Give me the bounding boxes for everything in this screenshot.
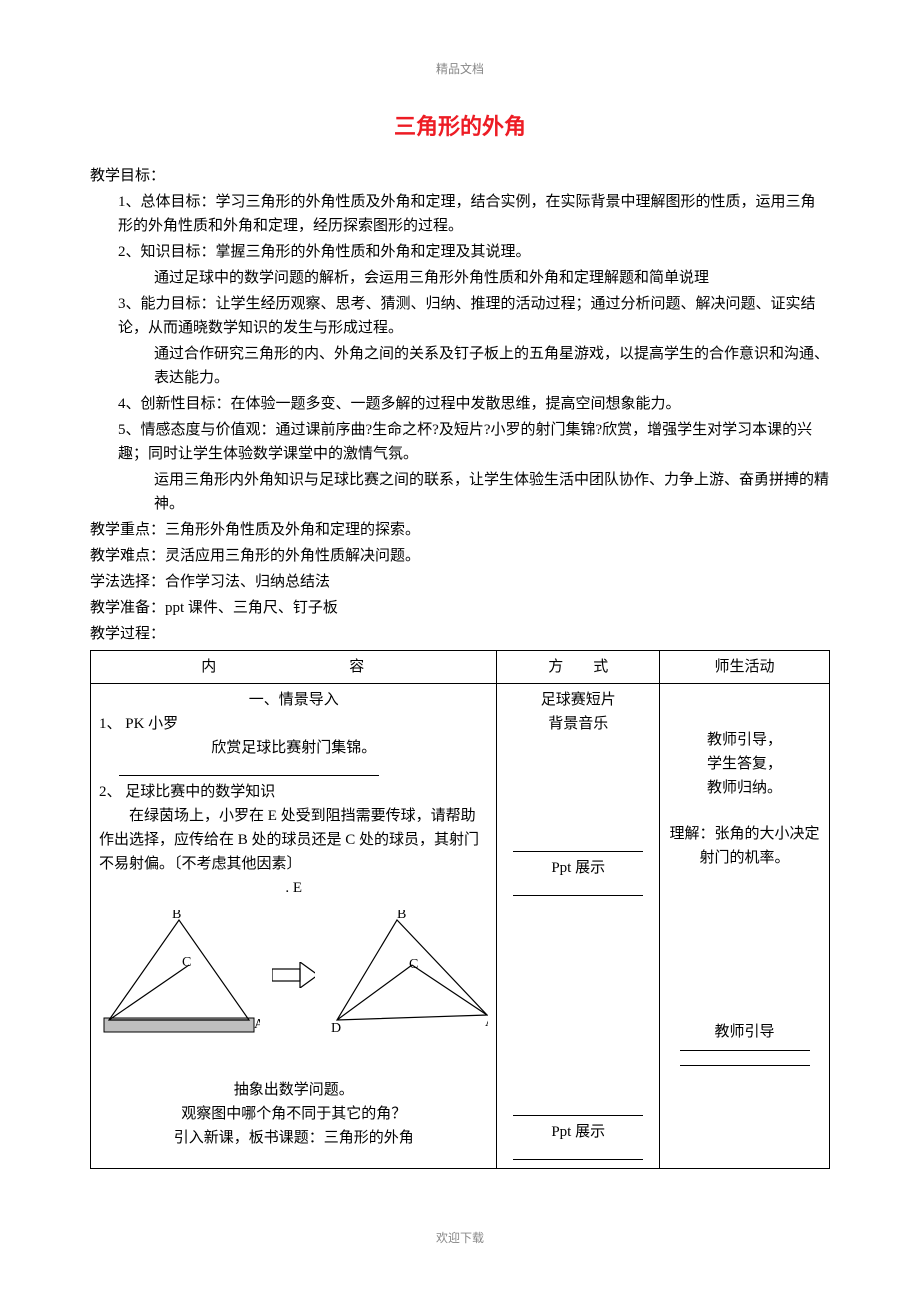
method: 学法选择：合作学习法、归纳总结法	[90, 570, 830, 594]
bottom-text-2: 观察图中哪个角不同于其它的角？	[99, 1102, 488, 1126]
inner-line	[109, 965, 189, 1020]
goal-3: 3、能力目标：让学生经历观察、思考、猜测、归纳、推理的活动过程；通过分析问题、解…	[90, 292, 830, 340]
point-e-label: . E	[99, 876, 488, 900]
bottom-text-3: 引入新课，板书课题：三角形的外角	[99, 1126, 488, 1150]
activity-text-5: 教师引导	[668, 1020, 821, 1044]
label-a: A	[254, 1017, 260, 1032]
content-cell: 一、情景导入 1、 PK 小罗 欣赏足球比赛射门集锦。 2、 足球比赛中的数学知…	[91, 684, 497, 1169]
footer-watermark: 欢迎下载	[90, 1229, 830, 1248]
underline-divider	[119, 764, 379, 776]
label-a2: A	[485, 1015, 488, 1030]
goal-2: 2、知识目标：掌握三角形的外角性质和外角和定理及其说理。	[90, 240, 830, 264]
item2: 2、 足球比赛中的数学知识	[99, 780, 488, 804]
method-cell: 足球赛短片 背景音乐 Ppt 展示 Ppt 展示	[497, 684, 660, 1169]
label-c: C	[182, 955, 191, 970]
goal-4: 4、创新性目标：在体验一题多变、一题多解的过程中发散思维，提高空间想象能力。	[90, 392, 830, 416]
label-c2: C	[409, 957, 418, 972]
activity-text-4: 理解：张角的大小决定射门的机率。	[668, 822, 821, 870]
activity-underline	[680, 1050, 810, 1066]
item1: 1、 PK 小罗	[99, 712, 488, 736]
method-text-1: 足球赛短片	[505, 688, 651, 712]
activity-cell: 教师引导， 学生答复， 教师归纳。 理解：张角的大小决定射门的机率。 教师引导	[660, 684, 830, 1169]
goal-2-sub: 通过足球中的数学问题的解析，会运用三角形外角性质和外角和定理解题和简单说理	[90, 266, 830, 290]
method-underline-2	[513, 884, 643, 896]
key-point: 教学重点：三角形外角性质及外角和定理的探索。	[90, 518, 830, 542]
method-text-3: Ppt 展示	[505, 856, 651, 880]
goal-3-sub: 通过合作研究三角形的内、外角之间的关系及钉子板上的五角星游戏，以提高学生的合作意…	[90, 342, 830, 390]
bottom-text-1: 抽象出数学问题。	[99, 1078, 488, 1102]
prepare: 教学准备：ppt 课件、三角尺、钉子板	[90, 596, 830, 620]
triangle-diagram-1: B C A	[99, 910, 260, 1040]
goal-5: 5、情感态度与价值观：通过课前序曲?生命之杯?及短片?小罗的射门集锦?欣赏，增强…	[90, 418, 830, 466]
method-text-4: Ppt 展示	[505, 1120, 651, 1144]
process-label: 教学过程：	[90, 622, 830, 646]
triangle-diagram-2: B C D A	[327, 910, 488, 1040]
activity-text-3: 教师归纳。	[668, 776, 821, 800]
item1-desc: 欣赏足球比赛射门集锦。	[99, 736, 488, 760]
activity-text-2: 学生答复，	[668, 752, 821, 776]
method-underline-4	[513, 1148, 643, 1160]
goal-5-sub: 运用三角形内外角知识与足球比赛之间的联系，让学生体验生活中团队协作、力争上游、奋…	[90, 468, 830, 516]
label-d: D	[331, 1021, 341, 1036]
table-header-row: 内 容 方 式 师生活动	[91, 651, 830, 684]
col-header-method: 方 式	[497, 651, 660, 684]
lesson-plan-table: 内 容 方 式 师生活动 一、情景导入 1、 PK 小罗 欣赏足球比赛射门集锦。…	[90, 650, 830, 1169]
method-underline-3	[513, 1104, 643, 1116]
label-b: B	[172, 910, 181, 922]
triangle-diagram-row: B C A B C D A	[99, 910, 488, 1040]
method-text-2: 背景音乐	[505, 712, 651, 736]
goals-label: 教学目标：	[90, 164, 830, 188]
inner-line-2b	[412, 965, 487, 1015]
method-underline-1	[513, 840, 643, 852]
document-title: 三角形的外角	[90, 109, 830, 144]
col-header-activity: 师生活动	[660, 651, 830, 684]
goal-1: 1、总体目标：学习三角形的外角性质及外角和定理，结合实例，在实际背景中理解图形的…	[90, 190, 830, 238]
difficulty: 教学难点：灵活应用三角形的外角性质解决问题。	[90, 544, 830, 568]
table-body-row: 一、情景导入 1、 PK 小罗 欣赏足球比赛射门集锦。 2、 足球比赛中的数学知…	[91, 684, 830, 1169]
header-watermark: 精品文档	[90, 60, 830, 79]
section1-title: 一、情景导入	[99, 688, 488, 712]
activity-text-1: 教师引导，	[668, 728, 821, 752]
label-b2: B	[397, 910, 406, 922]
arrow-icon	[272, 962, 316, 988]
col-header-content: 内 容	[91, 651, 497, 684]
item2-desc1: 在绿茵场上，小罗在 E 处受到阻挡需要传球，请帮助作出选择，应传给在 B 处的球…	[99, 804, 488, 876]
inner-line-2a	[337, 965, 412, 1020]
